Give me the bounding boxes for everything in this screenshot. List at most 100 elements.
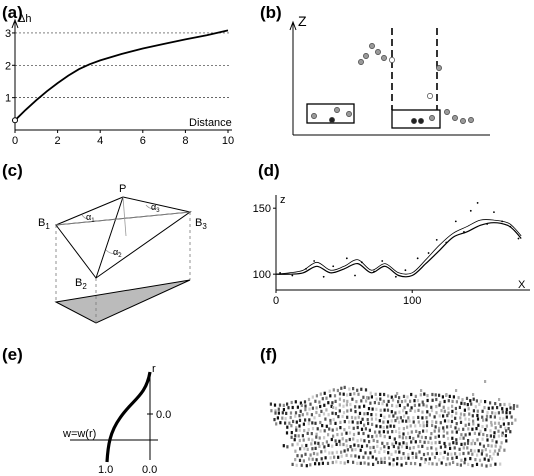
panel-f-point	[274, 411, 277, 415]
panel-d-point	[476, 202, 479, 204]
panel-f-point	[460, 458, 463, 462]
panel-f-point	[352, 432, 356, 437]
panel-f-point	[433, 429, 436, 433]
panel-f-point	[319, 420, 322, 425]
panel-f-point	[270, 409, 273, 413]
panel-f-point	[362, 431, 365, 436]
panel-f-point	[427, 440, 430, 444]
panel-f-point	[414, 440, 417, 444]
panel-d-y-label: z	[280, 194, 286, 206]
panel-f-point	[331, 411, 334, 415]
panel-f-point	[494, 444, 497, 448]
panel-f-point	[473, 431, 476, 435]
panel-f-point	[398, 410, 401, 414]
panel-f-point	[376, 439, 379, 444]
panel-f-point	[370, 395, 373, 399]
panel-f-point	[311, 395, 314, 399]
panel-f-point	[500, 441, 503, 445]
panel-f-point	[296, 405, 299, 409]
panel-f-point	[455, 389, 458, 392]
panel-f-point	[366, 412, 369, 416]
panel-f-point	[304, 404, 307, 408]
panel-f-point	[470, 442, 473, 446]
panel-d-point	[279, 271, 281, 274]
panel-f-point	[269, 402, 272, 406]
panel-f-point	[378, 419, 381, 423]
panel-f-point	[511, 421, 514, 425]
panel-f-point	[449, 446, 452, 450]
panel-f-point	[463, 408, 466, 412]
panel-f-point	[410, 440, 413, 444]
panel-f-point	[489, 463, 492, 467]
panel-f-point	[302, 459, 305, 463]
panel-f-point	[437, 434, 440, 438]
panel-f-point	[386, 442, 389, 446]
panel-f-point	[497, 411, 500, 415]
panel-f-point	[477, 423, 480, 427]
panel-f-point	[462, 446, 465, 450]
panel-d-point	[381, 260, 384, 262]
panel-f-point	[417, 408, 420, 412]
panel-d-point	[345, 257, 348, 260]
panel-c-point-b2: B2	[75, 277, 87, 291]
panel-f-point	[402, 409, 405, 413]
panel-b-point	[436, 65, 442, 71]
panel-f-point	[282, 444, 285, 448]
panel-b: (b) Z	[260, 3, 490, 136]
panel-f-point	[342, 392, 345, 396]
panel-a-x-tick-label: 2	[55, 135, 61, 147]
panel-f-point	[313, 416, 316, 420]
panel-f-point	[349, 445, 352, 449]
panel-f-point	[345, 453, 348, 457]
panel-f-point	[507, 427, 510, 431]
panel-f-point	[335, 427, 338, 431]
panel-f-point	[474, 405, 477, 409]
panel-b-point	[427, 93, 433, 99]
panel-f-point	[338, 392, 342, 396]
panel-f-point	[343, 449, 346, 453]
panel-f-point	[372, 462, 375, 466]
panel-f-point	[494, 426, 497, 430]
panel-f-point	[352, 460, 355, 464]
panel-f-point	[314, 462, 317, 466]
panel-f-point	[421, 400, 424, 404]
panel-a-start-marker	[12, 117, 18, 124]
panel-f-point	[485, 418, 488, 422]
panel-f-point	[481, 425, 484, 429]
panel-f-point	[327, 443, 330, 447]
panel-f-point	[402, 394, 406, 398]
panel-f-point	[463, 442, 466, 446]
panel-e-r-tick-label: 0.0	[156, 409, 171, 421]
panel-f-point	[455, 400, 458, 404]
panel-f-point	[286, 445, 289, 449]
panel-f-point	[419, 463, 422, 467]
panel-f-point	[307, 437, 310, 441]
panel-f-point	[325, 408, 328, 412]
panel-f-point	[484, 428, 487, 432]
panel-f-point	[356, 461, 359, 465]
panel-f-point	[414, 424, 417, 428]
panel-f-point	[421, 410, 424, 414]
panel-f-point	[397, 400, 400, 404]
panel-f-point	[360, 444, 364, 448]
panel-f-point	[438, 414, 441, 418]
panel-f-point	[307, 397, 311, 402]
panel-f-point	[484, 400, 487, 404]
panel-f-point	[469, 399, 472, 403]
panel-f-point	[499, 424, 502, 429]
panel-f-point	[306, 431, 309, 435]
panel-f-point	[398, 403, 401, 408]
panel-f-point	[319, 404, 322, 409]
panel-f-point	[295, 463, 298, 467]
panel-f-point	[301, 444, 304, 448]
panel-f-point	[382, 399, 385, 403]
panel-f-point	[431, 398, 434, 402]
panel-d-point	[445, 241, 448, 244]
panel-f-point	[460, 401, 463, 405]
panel-f-point	[443, 450, 446, 454]
panel-f-point	[412, 436, 415, 441]
panel-f-point	[315, 458, 318, 462]
panel-f-point	[438, 426, 441, 430]
panel-b-right-box	[391, 109, 441, 129]
panel-f-point	[407, 453, 410, 457]
